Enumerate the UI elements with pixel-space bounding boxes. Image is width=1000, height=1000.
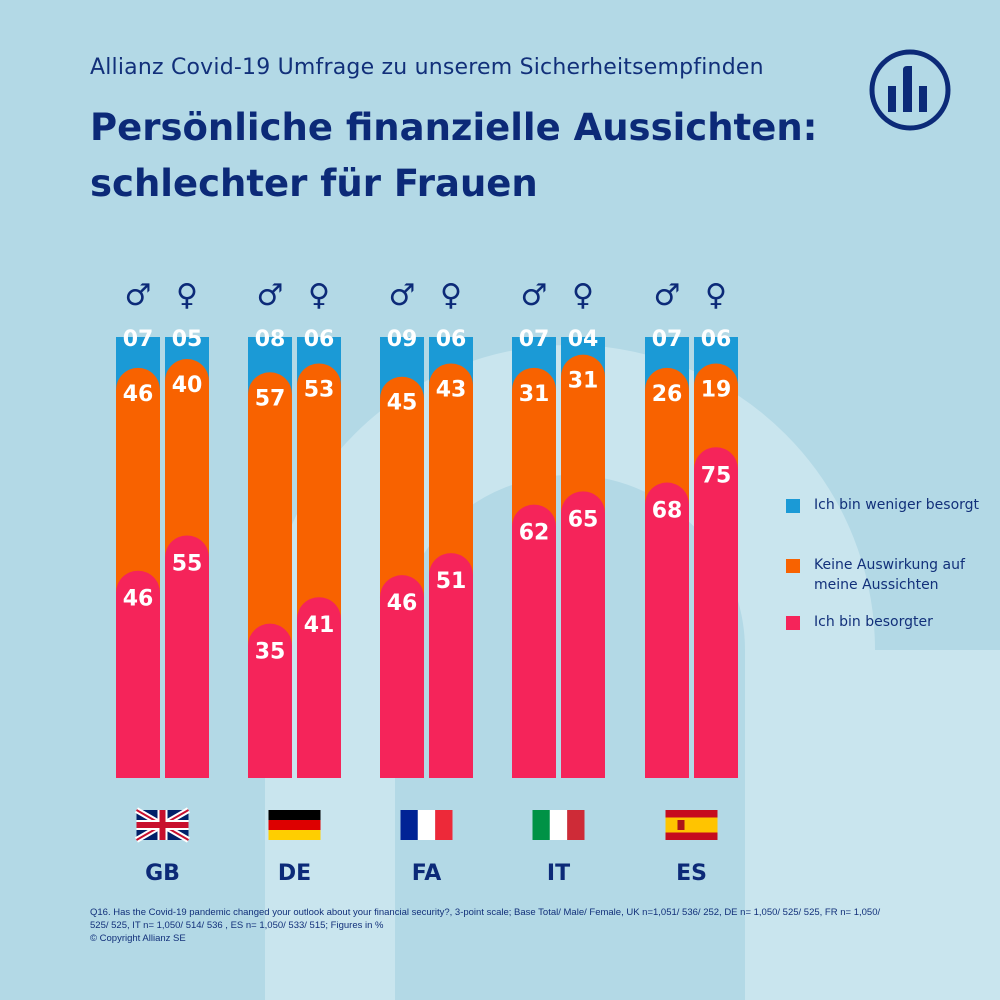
- female-symbol-fa: ♀: [440, 278, 462, 313]
- legend-label-less-worried: Ich bin weniger besorgt: [814, 497, 980, 513]
- country-label-it: IT: [547, 861, 570, 886]
- chart-title-line-1: Persönliche finanzielle Aussichten:: [90, 106, 818, 149]
- bar-de-male-more: [248, 623, 292, 778]
- bar-gb-female-more: [165, 535, 209, 778]
- data-label-gb-male-none: 46: [123, 382, 154, 407]
- data-label-de-female-none: 53: [304, 377, 335, 402]
- data-label-fa-male-less: 09: [387, 327, 418, 352]
- bar-group-es: 07 26 68 ♂ 06 19 75 ♀ ES: [645, 278, 738, 886]
- legend-label-no-impact: Keine Auswirkung auf meine Aussichten: [814, 557, 965, 593]
- data-label-it-female-none: 31: [568, 369, 599, 394]
- data-label-fa-male-more: 46: [387, 591, 418, 616]
- data-label-de-female-more: 41: [304, 613, 335, 638]
- male-symbol-es: ♂: [654, 278, 681, 313]
- data-label-es-male-more: 68: [652, 499, 683, 524]
- data-label-gb-female-more: 55: [172, 551, 203, 576]
- footnote-line-2: 525/ 525, IT n= 1,050/ 514/ 536 , ES n= …: [90, 920, 384, 931]
- data-label-it-female-more: 65: [568, 507, 599, 532]
- data-label-gb-male-more: 46: [123, 587, 154, 612]
- bar-es-male-more: [645, 482, 689, 778]
- bar-it-male-more: [512, 504, 556, 778]
- data-label-gb-female-less: 05: [172, 327, 203, 352]
- data-label-fa-female-none: 43: [436, 377, 467, 402]
- bar-group-it: 07 31 62 ♂ 04 31 65 ♀ IT: [512, 278, 605, 886]
- male-symbol-gb: ♂: [125, 278, 152, 313]
- female-symbol-de: ♀: [308, 278, 330, 313]
- bar-group-de: 08 57 35 ♂ 06 53 41 ♀ DE: [248, 278, 341, 886]
- bar-fa-male-more: [380, 575, 424, 778]
- data-label-gb-male-less: 07: [123, 327, 154, 352]
- data-label-it-male-more: 62: [519, 521, 550, 546]
- male-symbol-de: ♂: [257, 278, 284, 313]
- chart-title-line-2: schlechter für Frauen: [90, 162, 538, 205]
- footnote-copyright: © Copyright Allianz SE: [90, 933, 186, 944]
- female-symbol-gb: ♀: [176, 278, 198, 313]
- flag-fr-icon: [400, 810, 453, 840]
- bar-de-female-more: [297, 597, 341, 778]
- data-label-es-female-none: 19: [701, 377, 732, 402]
- male-symbol-fa: ♂: [389, 278, 416, 313]
- bar-it-female-more: [561, 491, 605, 778]
- chart-subtitle: Allianz Covid-19 Umfrage zu unserem Sich…: [90, 55, 764, 80]
- footnote: Q16. Has the Covid-19 pandemic changed y…: [90, 906, 910, 945]
- flag-uk-icon: [135, 807, 190, 843]
- footnote-line-1: Q16. Has the Covid-19 pandemic changed y…: [90, 907, 881, 918]
- female-symbol-es: ♀: [705, 278, 727, 313]
- data-label-de-male-more: 35: [255, 640, 286, 665]
- legend-label-more-worried: Ich bin besorgter: [814, 614, 933, 630]
- data-label-es-male-less: 07: [652, 327, 683, 352]
- bar-group-gb: 07 46 46 ♂ 05 40 55 ♀ GB: [116, 278, 209, 886]
- flag-it-icon: [532, 810, 585, 840]
- country-label-gb: GB: [145, 861, 180, 886]
- flag-de-icon: [268, 810, 321, 840]
- data-label-de-male-none: 57: [255, 386, 286, 411]
- bar-group-fa: 09 45 46 ♂ 06 43 51 ♀ FA: [380, 278, 473, 886]
- data-label-fa-male-none: 45: [387, 391, 418, 416]
- legend-swatch-no-impact: [786, 559, 800, 573]
- female-symbol-it: ♀: [572, 278, 594, 313]
- data-label-es-male-none: 26: [652, 382, 683, 407]
- allianz-logo: [869, 49, 951, 131]
- country-label-es: ES: [676, 861, 707, 886]
- data-label-fa-female-less: 06: [436, 327, 467, 352]
- chart-title: Persönliche finanzielle Aussichten: schl…: [90, 100, 850, 212]
- data-label-de-female-less: 06: [304, 327, 335, 352]
- data-label-es-female-less: 06: [701, 327, 732, 352]
- data-label-gb-female-none: 40: [172, 373, 203, 398]
- male-symbol-it: ♂: [521, 278, 548, 313]
- country-label-de: DE: [278, 861, 311, 886]
- data-label-es-female-more: 75: [701, 463, 732, 488]
- flag-es-icon: [665, 810, 718, 840]
- legend-swatch-more-worried: [786, 616, 800, 630]
- country-label-fa: FA: [412, 861, 442, 886]
- data-label-fa-female-more: 51: [436, 569, 467, 594]
- bar-fa-female-more: [429, 553, 473, 778]
- bar-gb-male-more: [116, 570, 160, 778]
- data-label-it-male-none: 31: [519, 382, 550, 407]
- legend-swatch-less-worried: [786, 499, 800, 513]
- data-label-it-male-less: 07: [519, 327, 550, 352]
- data-label-it-female-less: 04: [568, 327, 599, 352]
- bar-es-female-more: [694, 447, 738, 778]
- data-label-de-male-less: 08: [255, 327, 286, 352]
